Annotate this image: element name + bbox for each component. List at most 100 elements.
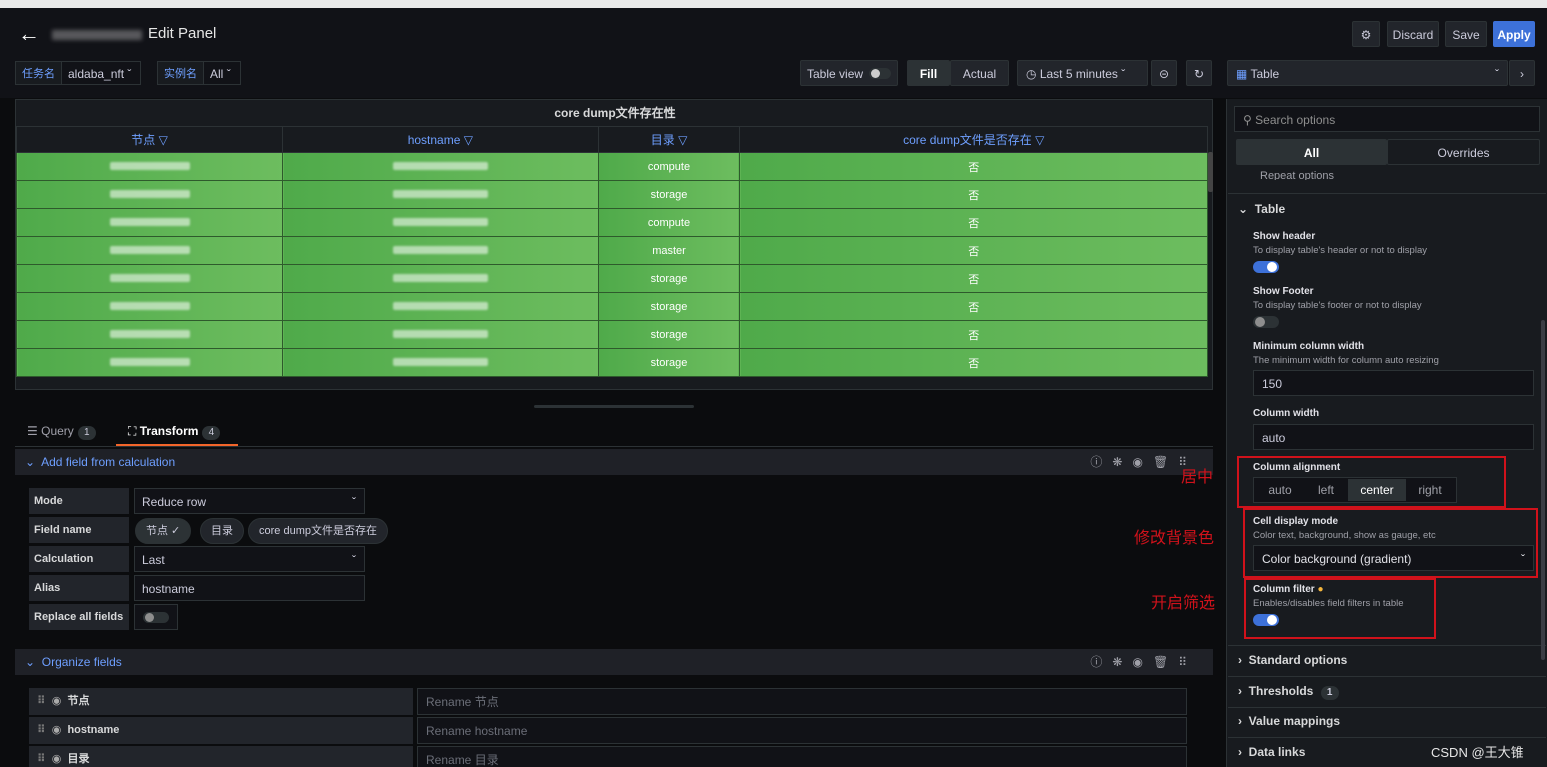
instance-variable-select[interactable]: All ˇ <box>203 61 241 85</box>
drag-handle-icon[interactable]: ⠿ <box>37 724 46 736</box>
drag-handle-icon[interactable]: ⠿ <box>1178 655 1197 669</box>
organize-field-name[interactable]: ⠿ ◉ 目录 <box>29 746 413 767</box>
search-options-placeholder: Search options <box>1255 113 1336 127</box>
show-header-label: Show header <box>1253 231 1316 242</box>
options-scrollbar[interactable] <box>1541 320 1545 660</box>
eye-icon[interactable]: ◉ <box>1132 455 1153 469</box>
field-chip[interactable]: 目录 <box>200 518 244 544</box>
trash-icon[interactable]: 🗑 <box>1152 455 1179 469</box>
save-button[interactable]: Save <box>1445 21 1487 47</box>
table-view-switch[interactable] <box>869 68 891 79</box>
eye-icon[interactable]: ◉ <box>1132 655 1153 669</box>
column-header-label: core dump文件是否存在 <box>903 133 1032 147</box>
exists-cell: 否 <box>739 320 1208 349</box>
calc-transform-header[interactable]: ⌄ Add field from calculation ⓘ❋◉🗑⠿ <box>15 449 1213 475</box>
window-edge <box>0 0 1547 8</box>
info-icon[interactable]: ⓘ <box>1090 455 1113 469</box>
eye-icon[interactable]: ◉ <box>51 724 62 736</box>
refresh-icon[interactable]: ↻ <box>1186 60 1212 86</box>
align-left-option[interactable]: left <box>1317 483 1334 497</box>
discard-button[interactable]: Discard <box>1387 21 1439 47</box>
cell-display-mode-desc: Color text, background, show as gauge, e… <box>1253 530 1436 541</box>
column-width-input[interactable]: auto <box>1253 424 1534 450</box>
panel-resize-handle[interactable] <box>534 405 694 408</box>
align-auto-option[interactable]: auto <box>1268 483 1292 497</box>
actual-button[interactable]: Actual <box>950 60 1009 86</box>
align-center-option[interactable]: center <box>1348 479 1406 501</box>
value-mappings-header[interactable]: › Value mappings <box>1238 714 1340 728</box>
organize-transform-header[interactable]: ⌄ Organize fields ⓘ❋◉🗑⠿ <box>15 649 1213 675</box>
table-grid-icon: ▦ <box>1236 67 1248 81</box>
field-chip[interactable]: core dump文件是否存在 <box>248 518 388 544</box>
table-view-toggle[interactable]: Table view <box>800 60 898 86</box>
rename-input[interactable]: Rename 节点 <box>417 688 1187 715</box>
table-row: storage 否 <box>15 348 1208 377</box>
organize-field-label: hostname <box>67 724 120 736</box>
filter-icon[interactable]: ▽ <box>158 133 168 147</box>
filter-icon[interactable]: ▽ <box>678 133 688 147</box>
min-width-label: Minimum column width <box>1253 341 1365 352</box>
drag-handle-icon[interactable]: ⠿ <box>37 695 46 707</box>
drag-handle-icon[interactable]: ⠿ <box>1178 455 1197 469</box>
min-width-input[interactable]: 150 <box>1253 370 1534 396</box>
replace-all-toggle[interactable] <box>134 604 178 630</box>
debug-icon[interactable]: ❋ <box>1112 655 1133 669</box>
column-header[interactable]: 节点 ▽ <box>15 126 284 153</box>
redacted-node <box>15 292 284 321</box>
standard-options-header[interactable]: › Standard options <box>1238 653 1347 667</box>
chevron-right-icon[interactable]: › <box>1509 60 1535 86</box>
table-row: compute 否 <box>15 208 1208 237</box>
column-filter-label: Column filter ● <box>1253 584 1324 595</box>
search-options-input[interactable]: ⚲ Search options <box>1234 106 1540 132</box>
time-range-picker[interactable]: ◷ Last 5 minutes ˇ <box>1017 60 1148 86</box>
zoom-out-icon[interactable]: ⊝ <box>1151 60 1177 86</box>
eye-icon[interactable]: ◉ <box>51 753 62 765</box>
redacted-node <box>15 348 284 377</box>
column-filter-toggle[interactable] <box>1253 614 1279 626</box>
show-header-desc: To display table's header or not to disp… <box>1253 245 1427 256</box>
organize-field-name[interactable]: ⠿ ◉ 节点 <box>29 688 413 715</box>
field-chip[interactable]: 节点 ✓ <box>135 518 192 544</box>
filter-icon[interactable]: ▽ <box>1035 133 1045 147</box>
organize-field-name[interactable]: ⠿ ◉ hostname <box>29 717 413 744</box>
data-links-header[interactable]: › Data links <box>1238 745 1305 759</box>
eye-icon[interactable]: ◉ <box>51 695 62 707</box>
table-options-header[interactable]: ⌄ Table <box>1238 202 1285 216</box>
visualization-picker[interactable]: ▦ Table ˇ <box>1227 60 1508 86</box>
fill-button[interactable]: Fill <box>907 60 950 86</box>
thresholds-header[interactable]: › Thresholds 1 <box>1238 684 1339 700</box>
options-all-tab[interactable]: All <box>1236 139 1387 165</box>
show-footer-toggle[interactable] <box>1253 316 1279 328</box>
trash-icon[interactable]: 🗑 <box>1152 655 1179 669</box>
table-row: master 否 <box>15 236 1208 265</box>
column-header[interactable]: hostname ▽ <box>282 126 599 153</box>
tab-query[interactable]: ☰ Query 1 <box>27 418 96 446</box>
calculation-select[interactable]: Last ˇ <box>134 546 365 572</box>
settings-gear-icon[interactable]: ⚙ <box>1352 21 1380 47</box>
rename-input[interactable]: Rename hostname <box>417 717 1187 744</box>
debug-icon[interactable]: ❋ <box>1112 455 1133 469</box>
repeat-options-header[interactable]: Repeat options <box>1260 170 1334 180</box>
drag-handle-icon[interactable]: ⠿ <box>37 753 46 765</box>
exists-cell: 否 <box>739 180 1208 209</box>
rename-input[interactable]: Rename 目录 <box>417 746 1187 767</box>
align-right-option[interactable]: right <box>1418 483 1442 497</box>
filter-icon[interactable]: ▽ <box>463 132 473 147</box>
back-arrow-icon[interactable]: ← <box>18 21 40 46</box>
apply-button[interactable]: Apply <box>1493 21 1535 47</box>
task-variable-select[interactable]: aldaba_nft ˇ <box>61 61 141 85</box>
table-scrollbar[interactable] <box>1208 152 1213 192</box>
cell-display-mode-select[interactable]: Color background (gradient) ˇ <box>1253 545 1534 571</box>
mode-select[interactable]: Reduce row ˇ <box>134 488 365 514</box>
tab-transform[interactable]: ⛶ Transform 4 <box>116 418 238 446</box>
column-header[interactable]: core dump文件是否存在 ▽ <box>739 126 1208 153</box>
show-header-toggle[interactable] <box>1253 261 1279 273</box>
dir-cell: compute <box>597 152 741 181</box>
options-overrides-tab[interactable]: Overrides <box>1387 139 1540 165</box>
info-icon[interactable]: ⓘ <box>1090 655 1113 669</box>
column-header[interactable]: 目录 ▽ <box>597 126 741 153</box>
column-header-label: 节点 <box>131 133 156 147</box>
divider <box>1228 645 1546 646</box>
alias-input[interactable]: hostname <box>134 575 365 601</box>
table-row: storage 否 <box>15 180 1208 209</box>
